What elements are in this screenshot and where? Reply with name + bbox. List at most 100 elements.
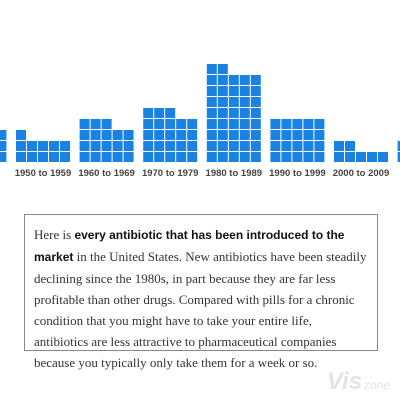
watermark: Vis zone [327, 368, 390, 396]
unit-square [165, 141, 176, 151]
unit-square [90, 119, 101, 129]
unit-square [292, 152, 303, 162]
unit-square [27, 141, 37, 151]
unit-square [250, 152, 261, 162]
unit-square [112, 141, 123, 151]
unit-square [367, 152, 377, 162]
unit-square [206, 130, 217, 140]
unit-square [270, 119, 281, 129]
unit-square [292, 141, 303, 151]
unit-square [154, 141, 165, 151]
unit-square [176, 119, 187, 129]
unit-square [206, 86, 217, 96]
unit-square [143, 152, 154, 162]
unit-square [16, 141, 26, 151]
unit-square [303, 130, 314, 140]
unit-square [228, 119, 239, 129]
brand-suffix: zone [363, 378, 390, 392]
unit-square [345, 141, 355, 151]
unit-square [123, 141, 134, 151]
unit-square [217, 97, 228, 107]
unit-square [206, 108, 217, 118]
description: Here is every antibiotic that has been i… [24, 214, 378, 370]
category-label: 1950 to 1959 [15, 168, 72, 179]
unit-group [143, 108, 198, 162]
unit-square [270, 152, 281, 162]
unit-square [90, 130, 101, 140]
unit-group [206, 64, 261, 162]
unit-square [206, 97, 217, 107]
unit-square [176, 130, 187, 140]
unit-square [206, 119, 217, 129]
unit-group [16, 130, 70, 162]
unit-square [79, 130, 90, 140]
category-label: 1990 to 1999 [269, 168, 326, 179]
unit-square [303, 152, 314, 162]
unit-square [154, 152, 165, 162]
unit-square [314, 130, 325, 140]
unit-square [250, 130, 261, 140]
unit-square [228, 86, 239, 96]
unit-square [217, 75, 228, 85]
unit-square [239, 75, 250, 85]
unit-square [250, 119, 261, 129]
unit-square [206, 152, 217, 162]
unit-square [270, 130, 281, 140]
unit-square [217, 64, 228, 74]
unit-square [143, 130, 154, 140]
unit-square [187, 119, 198, 129]
unit-square [27, 152, 37, 162]
unit-square [378, 152, 388, 162]
unit-square [303, 119, 314, 129]
category-label: 1980 to 1989 [206, 168, 263, 179]
unit-square [292, 130, 303, 140]
unit-group [79, 119, 134, 162]
unit-square [187, 141, 198, 151]
unit-square [217, 119, 228, 129]
unit-square [228, 141, 239, 151]
unit-square [206, 64, 217, 74]
unit-square [79, 141, 90, 151]
unit-group [397, 141, 400, 162]
unit-square [228, 152, 239, 162]
unit-square [0, 141, 7, 151]
category-label: 2000 to 2009 [333, 168, 390, 179]
category-label: 1960 to 1969 [78, 168, 135, 179]
unit-square [228, 97, 239, 107]
unit-square [217, 152, 228, 162]
unit-square [112, 130, 123, 140]
unit-square [250, 86, 261, 96]
unit-square [250, 97, 261, 107]
unit-square [270, 141, 281, 151]
unit-square [281, 141, 292, 151]
unit-square [345, 152, 355, 162]
unit-square [143, 108, 154, 118]
unit-square [101, 141, 112, 151]
unit-square [90, 141, 101, 151]
unit-square [239, 141, 250, 151]
unit-square [187, 152, 198, 162]
unit-square [228, 130, 239, 140]
unit-square [112, 152, 123, 162]
unit-square [90, 152, 101, 162]
brand: Vis [326, 368, 362, 395]
unit-square [314, 141, 325, 151]
unit-square [165, 130, 176, 140]
unit-square [206, 141, 217, 151]
unit-square [239, 152, 250, 162]
unit-square [0, 152, 7, 162]
unit-square [60, 152, 70, 162]
unit-square [334, 141, 344, 151]
unit-square [281, 152, 292, 162]
unit-square [49, 141, 59, 151]
unit-square [123, 130, 134, 140]
unit-square [154, 108, 165, 118]
unit-square [228, 75, 239, 85]
unit-square [16, 152, 26, 162]
unit-square [281, 119, 292, 129]
unit-square [154, 130, 165, 140]
unit-square [165, 152, 176, 162]
unit-group [0, 130, 7, 162]
unit-square [281, 130, 292, 140]
